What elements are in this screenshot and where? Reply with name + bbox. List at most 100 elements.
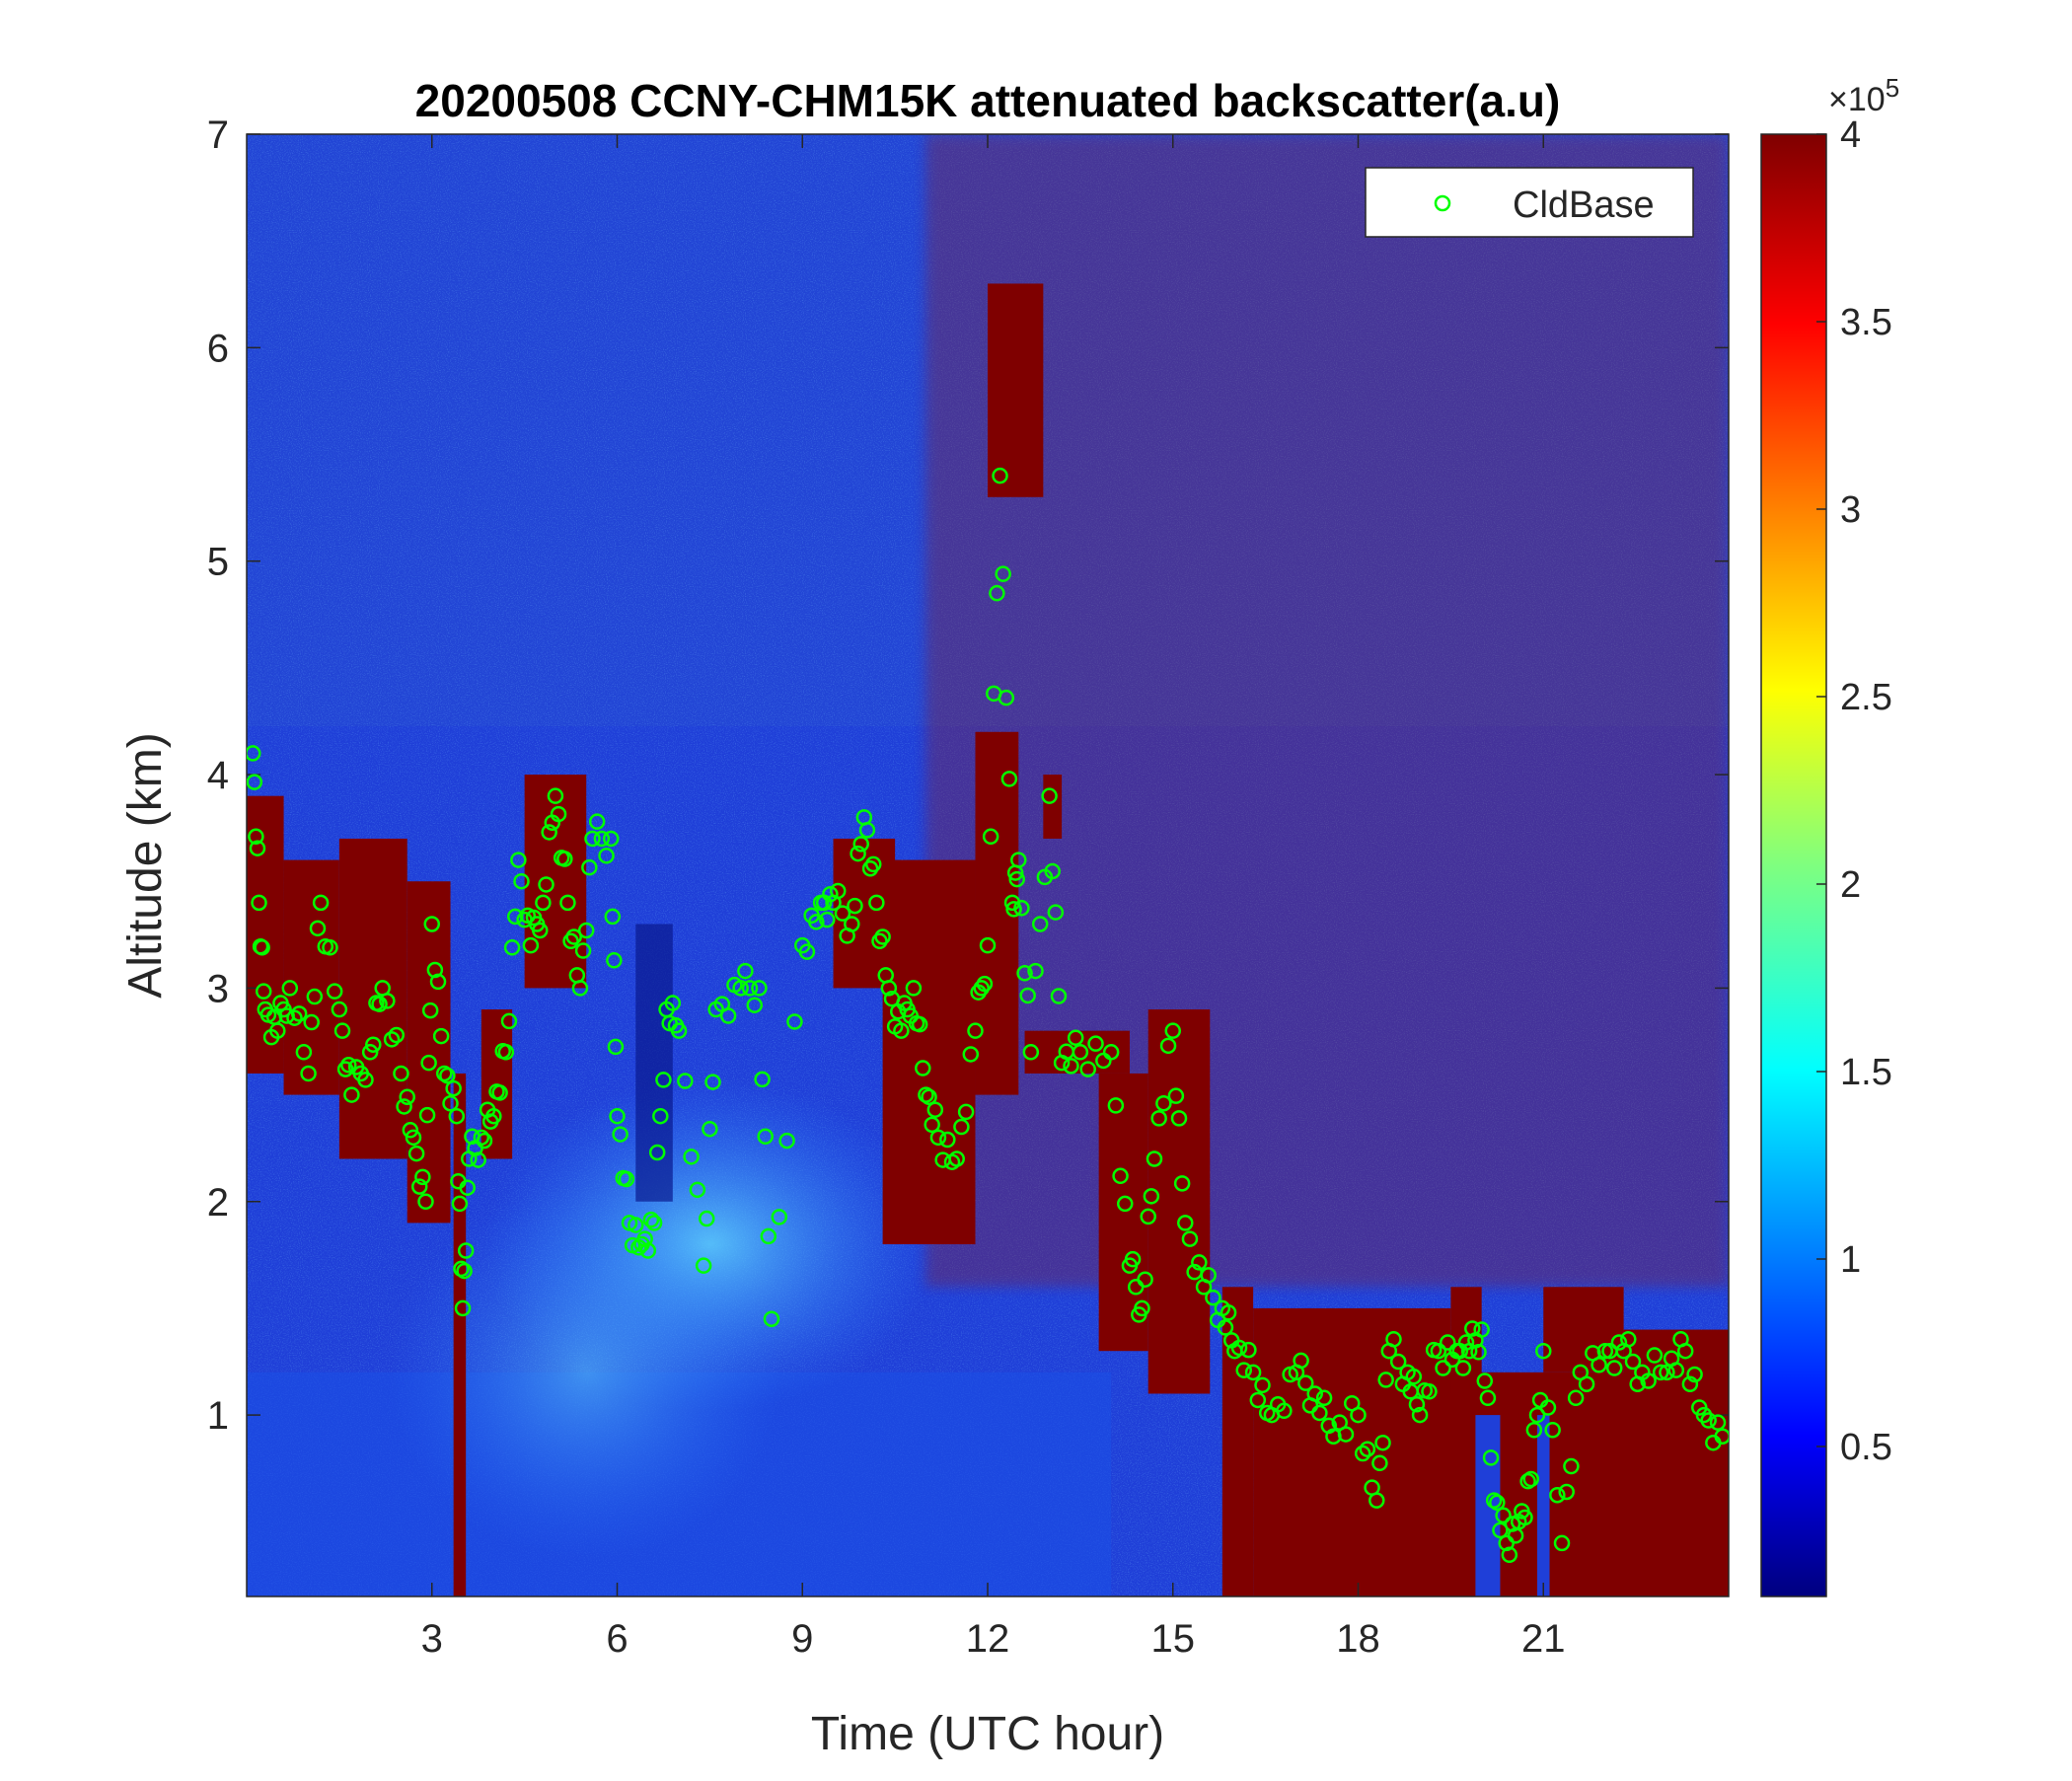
cldbase-point-311 [1377,1372,1394,1388]
cldbase-point-325 [1435,1360,1451,1376]
cldbase-point-211 [962,1046,980,1063]
cldbase-point-80 [485,1107,502,1125]
colorbar-gradient [1760,133,1827,1597]
cldbase-point-389 [1700,1412,1717,1429]
cldbase-point-219 [989,584,1005,602]
cldbase-point-230 [1016,965,1033,982]
cldbase-point-118 [606,952,623,969]
cldbase-point-368 [1596,1342,1614,1360]
cldbase-point-202 [924,1116,940,1134]
cldbase-point-306 [1359,1441,1376,1457]
cldbase-point-340 [1485,1492,1503,1509]
y-axis-ticks: 1 2 3 4 5 6 7 [207,113,1729,1438]
legend: CldBase [1365,167,1694,238]
cldbase-point-309 [1371,1454,1388,1472]
cldbase-point-215 [976,975,994,993]
cldbase-point-174 [834,905,851,922]
cldbase-point-21 [303,1013,320,1031]
cldbase-point-385 [1681,1375,1699,1392]
cldbase-point-12 [269,1022,286,1039]
cldbase-point-304 [1350,1406,1367,1424]
cldbase-point-19 [295,1044,313,1061]
cldbase-point-111 [581,858,598,876]
cldbase-point-0 [247,745,261,762]
colorbar-tick-label-7: 4 [1840,114,1861,156]
cldbase-point-363 [1567,1389,1585,1407]
cldbase-point-374 [1624,1353,1642,1371]
colorbar-tick-label-4: 2.5 [1840,677,1892,718]
cldbase-point-140 [670,1022,688,1039]
colorbar: 0.5 1 1.5 2 2.5 3 3.5 4 ×105 [1760,73,1899,1597]
cldbase-point-392 [1714,1428,1729,1445]
cldbase-point-256 [1134,1299,1150,1317]
cldbase-point-173 [829,882,847,900]
cldbase-point-198 [911,1015,928,1033]
cldbase-point-223 [1000,771,1018,787]
cldbase-point-208 [948,1150,965,1167]
cldbase-point-322 [1421,1383,1438,1400]
heatmap-dark-column [635,924,673,1202]
cldbase-series [247,467,1729,1564]
cldbase-point-281 [1230,1339,1248,1357]
cldbase-point-370 [1605,1360,1623,1376]
cldbase-point-237 [1044,862,1061,880]
cldbase-point-115 [598,848,615,864]
cldbase-point-170 [819,911,836,928]
y-tick-label-1: 2 [207,1181,229,1224]
cldbase-point-41 [379,993,396,1009]
cldbase-point-206 [939,1131,956,1149]
cldbase-point-95 [532,922,549,939]
cldbase-point-351 [1519,1472,1536,1490]
cldbase-point-238 [1047,904,1065,921]
cldbase-point-302 [1337,1426,1355,1443]
colorbar-tick-label-5: 3 [1840,489,1861,531]
cldbase-point-177 [847,897,863,915]
cldbase-point-391 [1709,1414,1727,1431]
cldbase-point-183 [864,855,882,873]
cldbase-point-233 [1027,962,1044,980]
cldbase-point-142 [683,1149,700,1165]
cldbase-point-84 [497,1044,515,1061]
cldbase-point-222 [998,689,1015,706]
heatmap-cloud-patch-2 [338,838,407,1159]
cldbase-point-258 [1140,1208,1156,1225]
cldbase-point-320 [1411,1406,1429,1424]
cldbase-point-26 [322,939,338,956]
cldbase-point-243 [1067,1029,1084,1046]
colorbar-tick-label-6: 3.5 [1840,302,1892,343]
cldbase-point-116 [602,830,620,848]
cldbase-point-153 [737,962,754,980]
y-tick-label-2: 3 [207,967,229,1010]
x-tick-label-3: 12 [966,1617,1010,1661]
cldbase-point-259 [1143,1188,1160,1205]
colorbar-exponent-base: ×10 [1828,81,1886,118]
cldbase-point-16 [281,980,299,997]
cldbase-point-171 [822,885,839,903]
cldbase-point-253 [1124,1250,1142,1268]
cldbase-point-45 [396,1098,412,1115]
cldbase-point-110 [577,922,595,939]
cldbase-point-123 [618,1170,635,1188]
cldbase-point-126 [628,1217,644,1233]
cldbase-point-154 [741,980,759,997]
cldbase-point-55 [421,1002,439,1019]
cldbase-point-1 [247,774,263,790]
cldbase-point-225 [1005,901,1022,918]
cldbase-point-134 [652,1107,669,1125]
cldbase-point-106 [565,928,582,945]
cldbase-point-260 [1146,1150,1163,1167]
chart-title: 20200508 CCNY-CHM15K attenuated backscat… [415,75,1561,126]
cldbase-point-354 [1528,1406,1546,1424]
cldbase-point-86 [503,939,521,956]
backscatter-heatmap [247,134,1729,1596]
cldbase-point-60 [436,1065,453,1082]
heatmap-cloud-patch-4 [453,1073,467,1596]
cldbase-point-47 [402,1122,419,1139]
cldbase-point-138 [664,995,682,1011]
heatmap-cloud-patch-8 [882,859,976,1245]
cldbase-point-162 [778,1132,795,1150]
cldbase-point-103 [556,851,573,867]
colorbar-exponent-power: 5 [1886,73,1899,103]
cldbase-point-97 [538,876,555,893]
cldbase-point-59 [432,1027,450,1045]
